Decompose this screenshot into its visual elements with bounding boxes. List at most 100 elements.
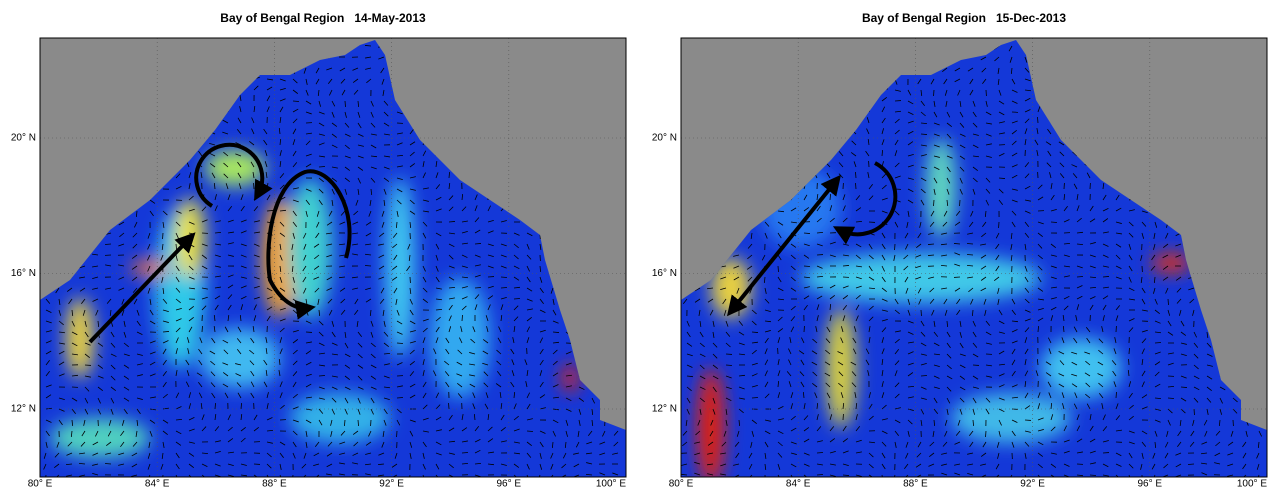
vector xyxy=(235,373,242,377)
vector xyxy=(344,375,350,380)
vector xyxy=(422,172,426,179)
vector xyxy=(1071,164,1078,168)
vector xyxy=(500,314,503,322)
vector xyxy=(448,182,451,190)
vector xyxy=(573,463,580,468)
vector xyxy=(344,419,346,427)
vector xyxy=(303,67,307,74)
vector xyxy=(487,304,491,311)
vector xyxy=(613,441,619,447)
vector xyxy=(383,342,389,348)
vector xyxy=(738,320,744,326)
vector xyxy=(383,111,389,117)
vector xyxy=(253,85,259,91)
vector xyxy=(943,78,948,85)
vector xyxy=(253,296,260,300)
vector xyxy=(435,308,443,311)
vector xyxy=(552,408,559,411)
vector xyxy=(1242,463,1247,470)
vector xyxy=(201,287,208,290)
vector xyxy=(682,430,688,436)
vector xyxy=(1227,463,1234,467)
vector xyxy=(907,372,914,377)
vector xyxy=(1215,430,1221,436)
vector xyxy=(734,441,740,447)
vector xyxy=(1215,441,1221,447)
vector xyxy=(698,309,701,316)
vector xyxy=(928,232,935,235)
vector xyxy=(972,386,979,389)
vector xyxy=(513,441,520,444)
vector xyxy=(1085,393,1091,399)
vector xyxy=(365,221,372,226)
vector xyxy=(1180,408,1186,414)
vector xyxy=(1193,342,1199,348)
vector xyxy=(1008,45,1013,52)
vector xyxy=(264,150,268,157)
vector xyxy=(1102,286,1109,289)
vector xyxy=(409,430,414,437)
vector xyxy=(461,206,467,212)
vector xyxy=(526,337,530,344)
vector xyxy=(496,349,502,355)
vector xyxy=(66,474,73,477)
vector xyxy=(972,122,978,128)
vector xyxy=(998,188,1004,194)
vector xyxy=(292,393,298,399)
vector xyxy=(551,441,554,449)
vector xyxy=(483,371,489,377)
vector xyxy=(565,419,569,426)
vector xyxy=(712,364,718,370)
vector xyxy=(1115,403,1119,410)
vector xyxy=(1011,164,1018,168)
vector xyxy=(279,327,285,333)
vector xyxy=(855,315,859,322)
vector xyxy=(916,243,922,249)
vector xyxy=(500,276,508,278)
vector xyxy=(706,287,714,290)
vector xyxy=(539,348,544,355)
vector xyxy=(920,375,928,377)
vector xyxy=(305,408,312,411)
vector xyxy=(266,392,269,399)
x-tick-label: 96° E xyxy=(1138,479,1163,488)
vector xyxy=(537,474,541,477)
vector xyxy=(123,397,130,402)
vector xyxy=(1011,120,1018,124)
vector xyxy=(1206,331,1209,338)
vector xyxy=(448,452,455,455)
vector xyxy=(907,188,914,193)
vector xyxy=(162,419,169,424)
vector xyxy=(378,254,385,258)
vector xyxy=(315,67,320,74)
vector xyxy=(998,153,1005,157)
vector xyxy=(1141,348,1145,355)
vector xyxy=(967,67,974,72)
vector xyxy=(162,340,169,344)
vector xyxy=(1011,221,1016,228)
vector xyxy=(201,219,208,223)
vector xyxy=(329,89,333,96)
vector xyxy=(380,287,385,294)
vector xyxy=(915,463,922,468)
vector xyxy=(214,402,216,410)
vector xyxy=(344,177,350,182)
vector xyxy=(764,381,769,388)
vector xyxy=(1011,340,1018,344)
vector xyxy=(500,414,505,421)
vector xyxy=(946,155,953,159)
vector xyxy=(815,326,818,333)
vector xyxy=(1063,305,1069,311)
vector xyxy=(907,309,911,316)
vector xyxy=(198,381,203,388)
vector xyxy=(721,441,727,447)
vector xyxy=(1011,396,1019,399)
vector xyxy=(328,210,333,217)
vector xyxy=(777,328,784,333)
vector xyxy=(881,441,887,447)
vector xyxy=(1141,406,1148,410)
vector xyxy=(881,337,884,344)
vector xyxy=(803,427,810,432)
vector xyxy=(318,419,323,426)
vector xyxy=(777,316,783,322)
